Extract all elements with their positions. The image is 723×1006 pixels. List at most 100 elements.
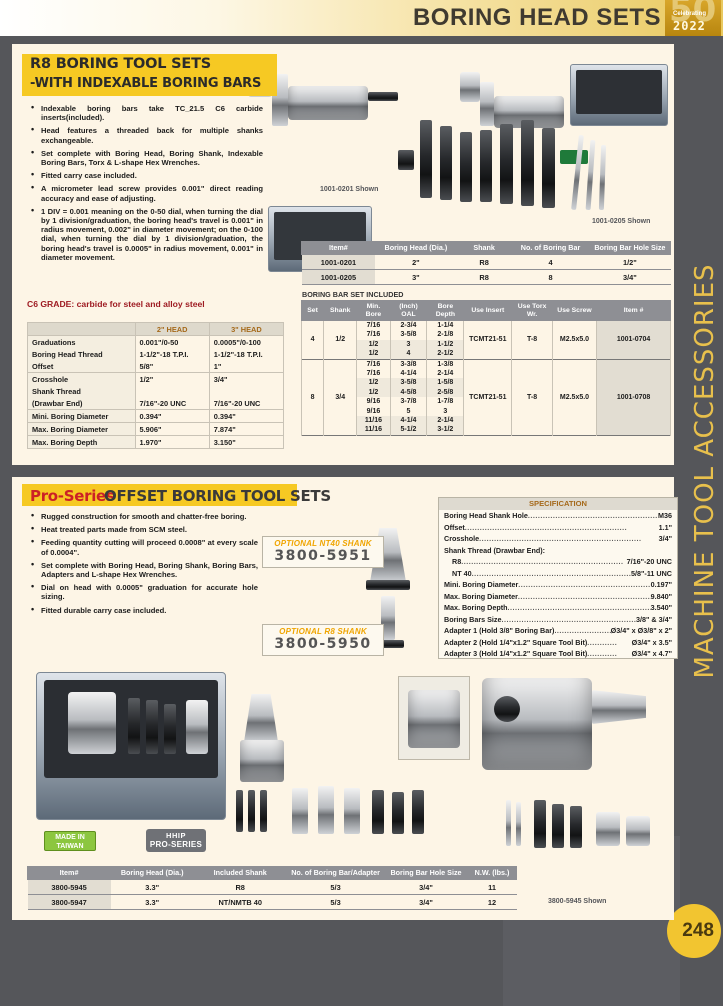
- cell: 7/16"-20 UNC: [208, 397, 285, 410]
- bb-col-oal: (Inch) OAL: [389, 300, 428, 321]
- badge-line-1: MADE IN: [55, 834, 85, 841]
- cell: 5/8": [134, 360, 210, 373]
- bb-col-minbore: Min. Bore: [356, 300, 391, 321]
- product-photo-r8-flange: [372, 640, 404, 648]
- table-row: Max. Boring Diameter 5.906" 7.874": [27, 422, 285, 436]
- spec-value: 5/8"-11 UNC: [631, 568, 672, 578]
- cell: 3.150": [208, 435, 285, 449]
- table-row: 3800-5945 3.3" R8 5/3 3/4" 11: [27, 879, 517, 895]
- list-item: A micrometer lead screw provides 0.001" …: [30, 183, 263, 202]
- spec-dots: ............: [587, 649, 618, 658]
- spec-dots: ............: [587, 637, 618, 647]
- subcell: 3-5/8: [400, 331, 417, 339]
- cell-torx: T-8: [511, 320, 553, 360]
- spec-key: Max. Boring Depth: [444, 603, 508, 612]
- subcell: 4-1/4: [400, 370, 417, 378]
- optional-shank-number-1: 3800-5951: [274, 548, 372, 564]
- subcell: 7/16: [366, 331, 381, 339]
- product-photo-indexable-bar-5: [500, 124, 513, 204]
- top-section-title-line1: R8 BORING TOOL SETS: [30, 56, 212, 72]
- spec-row: Mini. Boring Diameter ..................…: [439, 579, 677, 591]
- table-header-row: Set Shank Min. Bore (Inch) OAL Bore Dept…: [300, 300, 671, 321]
- subcell: 5-1/2: [390, 425, 427, 435]
- head-col-dia: Boring Head (Dia.): [374, 241, 457, 255]
- product-photo-adapter-1: [292, 788, 308, 834]
- badge-brand: HHIP: [166, 831, 186, 840]
- bb-col-insert: Use Insert: [463, 300, 513, 321]
- cell-item: 1001-0704: [596, 320, 671, 360]
- specification-box: SPECIFICATION Boring Head Shank Hole ...…: [438, 497, 678, 659]
- cell-item: 3800-5945: [27, 879, 111, 895]
- spec-key: Boring Head Shank Hole: [444, 511, 528, 520]
- product-photo-adapter-2: [318, 786, 334, 834]
- bottom-section-title-bar: [22, 484, 297, 506]
- product-photo-bar-e: [552, 804, 564, 848]
- anniversary-year: 2022: [673, 19, 706, 33]
- cell: [208, 385, 285, 397]
- cell-minbore-stack: 7/16 7/16 1/2 1/2 9/16 9/16 11/16 11/16: [356, 359, 391, 436]
- product-photo-case-adapter: [186, 700, 208, 754]
- top-section-title-bar: [22, 54, 277, 96]
- subcell: 4-1/4: [390, 416, 427, 426]
- spec-key: Mini. Boring Diameter: [444, 580, 519, 589]
- subcell: 1-5/8: [427, 378, 464, 388]
- cell-torx: T-8: [511, 359, 553, 436]
- caption-shown-1: 1001-0201 Shown: [320, 186, 379, 193]
- product-photo-adapter-3: [344, 788, 360, 834]
- spec-value: 1.1": [658, 522, 672, 532]
- product-photo-indexable-bar-2: [440, 126, 452, 200]
- cell: 0.0005"/0-100: [208, 335, 285, 348]
- cell-screw: M2.5x5.0: [551, 320, 598, 360]
- subcell: 5: [406, 407, 411, 415]
- bot-col-holesize: Boring Bar Hole Size: [383, 866, 469, 880]
- spec-row: Crosshole ..............................…: [439, 533, 677, 545]
- product-photo-inset-head: [408, 690, 460, 748]
- cell: Graduations: [27, 335, 136, 348]
- table-header-row: Item# Boring Head (Dia.) Shank No. of Bo…: [301, 241, 672, 255]
- cell: 0.001"/0-50: [134, 335, 210, 348]
- cell: 11: [467, 879, 517, 895]
- cell-shank: 3/4: [323, 359, 358, 436]
- spec-row: Adapter 1 (Hold 3/8" Boring Bar) .......…: [439, 625, 677, 637]
- cell: 1/2": [134, 372, 210, 385]
- spec-dots: ........................................…: [501, 614, 637, 624]
- spec-key: NT 40: [452, 568, 472, 578]
- list-item: Fitted durable carry case included.: [30, 605, 258, 615]
- c6-col-1: 2" HEAD: [134, 322, 210, 336]
- spec-value: M36: [658, 511, 672, 520]
- product-photo-case-bar-1: [128, 698, 140, 754]
- product-photo-case-head: [68, 692, 116, 754]
- cell: Mini. Boring Diameter: [27, 409, 136, 423]
- bot-col-item: Item#: [26, 866, 112, 880]
- spec-value: 0.197": [650, 580, 672, 589]
- subcell: 1/2: [357, 378, 390, 388]
- spec-value: Ø3/4" x 3.5": [631, 637, 672, 647]
- bottom-section-brand: Pro-Series: [30, 487, 115, 505]
- subcell: 11/16: [357, 416, 390, 426]
- side-strip: MACHINE TOOL ACCESSORIES 248: [667, 36, 723, 1006]
- cell: 3/4": [384, 879, 468, 895]
- spec-value: 9.840": [650, 591, 672, 601]
- badge-line-2: TAIWAN: [56, 843, 84, 850]
- product-photo-hexkey-b: [516, 802, 521, 846]
- spec-row: Adapter 3 (Hold 1/4"x1.2" Square Tool Bi…: [439, 648, 677, 660]
- subcell: 2-5/8: [427, 387, 464, 398]
- spec-value: 3/4": [658, 534, 672, 543]
- offset-boring-set-table: Item# Boring Head (Dia.) Included Shank …: [26, 866, 517, 910]
- anniversary-logo: 50 Celebrating 2022: [665, 0, 721, 36]
- bot-col-shank: Included Shank: [193, 866, 288, 880]
- cell: 3.3": [110, 879, 194, 895]
- cell: 7.874": [208, 422, 285, 436]
- spec-key: Shank Thread (Drawbar End):: [444, 545, 546, 555]
- c6-specification-table: 2" HEAD 3" HEAD Graduations 0.001"/0-50 …: [27, 322, 285, 449]
- spec-dots: ........................................…: [507, 603, 651, 612]
- badge-series: PRO-SERIES: [149, 840, 203, 849]
- spec-key: R8: [452, 557, 462, 566]
- list-item: Set complete with Boring Head, Boring Sh…: [30, 560, 258, 579]
- cell-boredepth-stack: 1-3/8 2-1/4 1-5/8 2-5/8 1-7/8 3 2-1/4 3-…: [426, 359, 465, 436]
- caption-shown-2: 1001-0205 Shown: [592, 218, 651, 225]
- product-photo-wrench-a: [236, 790, 243, 832]
- subcell: 2-1/4: [427, 416, 464, 426]
- cell: 12: [467, 894, 517, 910]
- cell-oal-stack: 2-3/4 3-5/8 3 4: [389, 320, 428, 360]
